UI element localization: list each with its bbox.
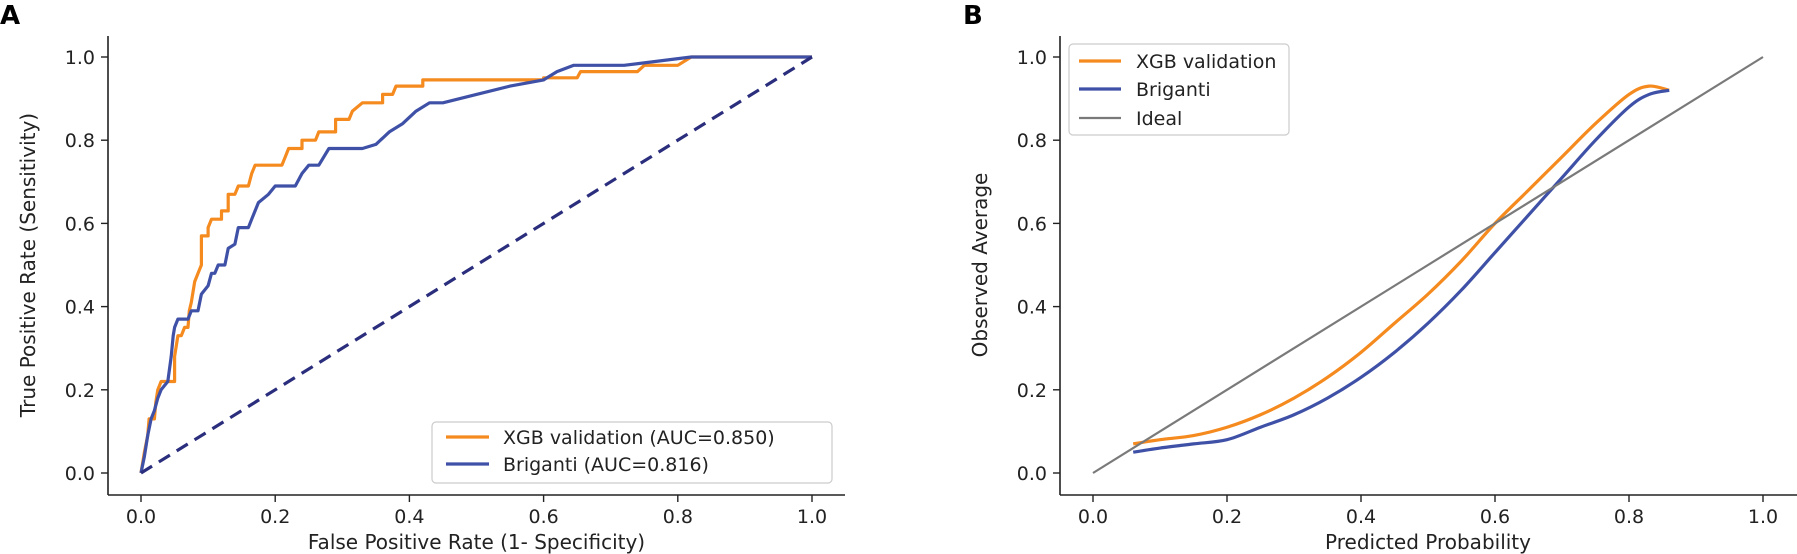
legend-label: XGB validation (AUC=0.850) [503,427,775,449]
x-tick-label: 1.0 [1748,506,1778,528]
series-line-briganti [1132,88,1670,454]
panel-letter-a: A [0,1,20,31]
y-tick-label: 0.8 [65,130,95,152]
legend-box [431,421,833,484]
x-tick-label: 0.4 [1346,506,1376,528]
y-tick-label: 0.2 [1017,380,1047,402]
x-axis-label: False Positive Rate (1- Specificity) [308,530,645,554]
legend-label: Briganti (AUC=0.816) [503,454,709,476]
y-tick-label: 0.0 [1017,463,1047,485]
y-tick-label: 0.4 [1017,297,1047,319]
legend-box [1068,43,1290,136]
x-tick-label: 1.0 [797,506,827,528]
legend: XGB validation (AUC=0.850) Briganti (AUC=… [431,421,833,484]
legend-label: Briganti [1136,79,1211,101]
legend-label: Ideal [1136,108,1182,130]
panel-a: A 0.0 0.2 0.4 0.6 0.8 1.0 0.0 0.2 0.4 0.6 0.8 1.0 Fal… [0,1,845,554]
series-line-briganti [139,55,812,474]
y-tick-label: 0.0 [65,463,95,485]
x-tick-label: 0.2 [1212,506,1242,528]
x-tick-label: 0.6 [1480,506,1510,528]
y-axis-label: Observed Average [968,173,992,358]
y-axis-label: True Positive Rate (Sensitivity) [16,113,40,418]
x-tick-label: 0.2 [260,506,290,528]
y-tick-label: 0.2 [65,380,95,402]
chance-diagonal-line [140,55,813,475]
x-tick-label: 0.4 [394,506,424,528]
x-tick-label: 0.0 [126,506,156,528]
x-tick-label: 0.8 [663,506,693,528]
y-tick-label: 1.0 [1017,47,1047,69]
panel-letter-b: B [963,1,983,31]
y-tick-label: 0.4 [65,297,95,319]
legend: XGB validation Briganti Ideal [1068,43,1290,136]
series-line-ideal [1092,56,1764,474]
x-axis-label: Predicted Probability [1325,530,1531,554]
x-tick-label: 0.0 [1078,506,1108,528]
y-tick-label: 1.0 [65,47,95,69]
panel-b: B 0.0 0.2 0.4 0.6 0.8 1.0 0.0 0.2 0.4 0.6 0.8 1.0 Pre… [963,1,1797,554]
series-line-xgb [1132,84,1670,446]
y-tick-label: 0.8 [1017,130,1047,152]
series-line-xgb [139,55,812,474]
x-tick-label: 0.6 [528,506,558,528]
y-tick-label: 0.6 [1017,213,1047,235]
x-tick-label: 0.8 [1614,506,1644,528]
y-tick-label: 0.6 [65,213,95,235]
legend-label: XGB validation [1136,51,1276,73]
